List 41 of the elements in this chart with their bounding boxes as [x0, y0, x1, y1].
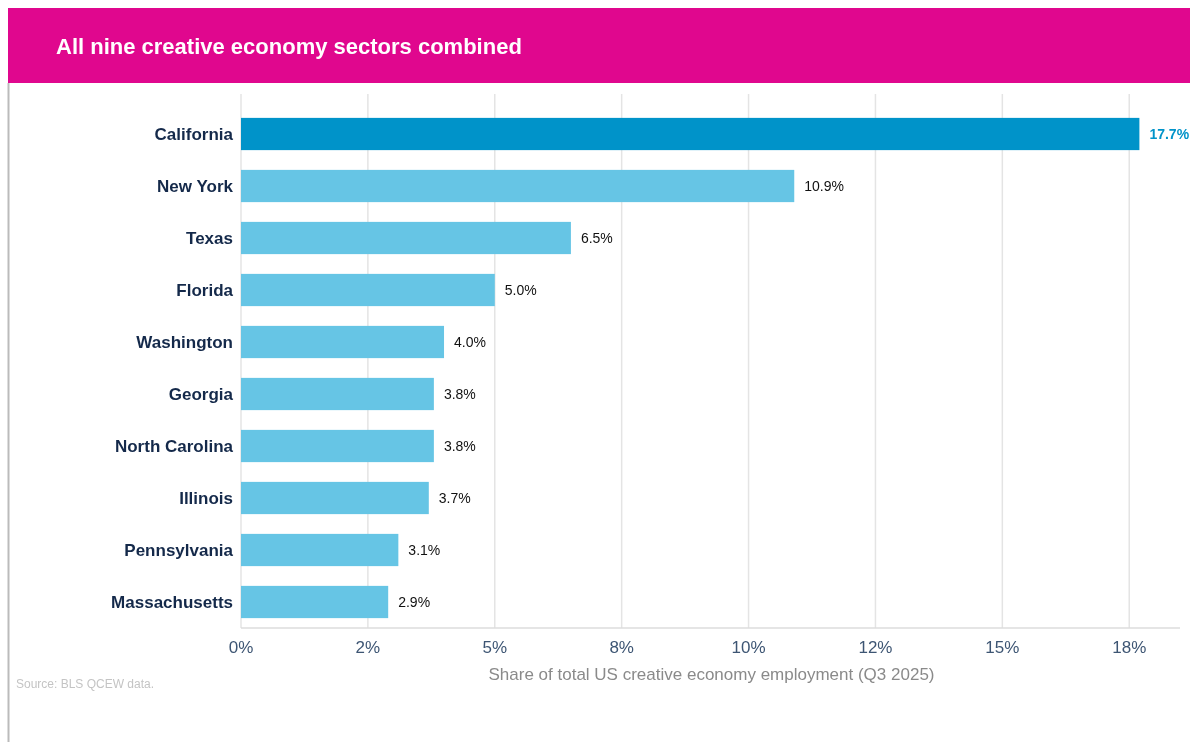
data-label: 6.5%: [580, 229, 613, 246]
x-tick-label: 10%: [731, 638, 766, 657]
x-tick-label: 15%: [985, 638, 1020, 657]
bar: [241, 273, 495, 307]
y-tick-label: North Carolina: [114, 436, 234, 456]
source-note: Source: BLS QCEW data.: [16, 677, 155, 691]
y-tick-label: Illinois: [179, 488, 233, 508]
bar: [241, 481, 429, 515]
data-label: 3.8%: [443, 385, 476, 402]
y-tick-label: New York: [157, 176, 234, 196]
data-label: 5.0%: [504, 281, 537, 298]
bar: [241, 429, 434, 463]
x-tick-label: 5%: [482, 638, 508, 657]
bar: [241, 325, 445, 359]
bar: [241, 377, 434, 411]
x-axis-title: Share of total US creative economy employment (Q3 2025): [488, 665, 935, 684]
y-tick-label: Texas: [186, 228, 233, 248]
data-label: 2.9%: [398, 593, 431, 610]
y-tick-label: California: [154, 124, 234, 144]
y-tick-label: Georgia: [168, 384, 234, 404]
x-tick-label: 12%: [858, 638, 893, 657]
data-label: 3.8%: [443, 437, 476, 454]
x-tick-label: 0%: [228, 638, 254, 657]
x-tick-label: 8%: [609, 638, 634, 657]
chart-title: All nine creative economy sectors combined: [56, 34, 522, 59]
y-tick-label: Florida: [176, 280, 234, 300]
data-label: 10.9%: [804, 177, 844, 194]
data-label: 17.7%: [1149, 125, 1190, 142]
x-tick-label: 2%: [355, 638, 381, 657]
data-label: 4.0%: [454, 333, 486, 350]
data-label: 3.7%: [438, 489, 471, 506]
bar: [241, 169, 795, 203]
bar: [241, 533, 399, 567]
bar: [241, 117, 1140, 151]
bar: [241, 585, 389, 619]
bar: [241, 221, 571, 255]
y-tick-label: Massachusetts: [111, 592, 233, 612]
y-tick-label: Washington: [136, 332, 233, 352]
x-tick-label: 18%: [1112, 638, 1147, 657]
y-tick-label: Pennsylvania: [124, 540, 234, 560]
data-label: 3.1%: [408, 541, 441, 558]
